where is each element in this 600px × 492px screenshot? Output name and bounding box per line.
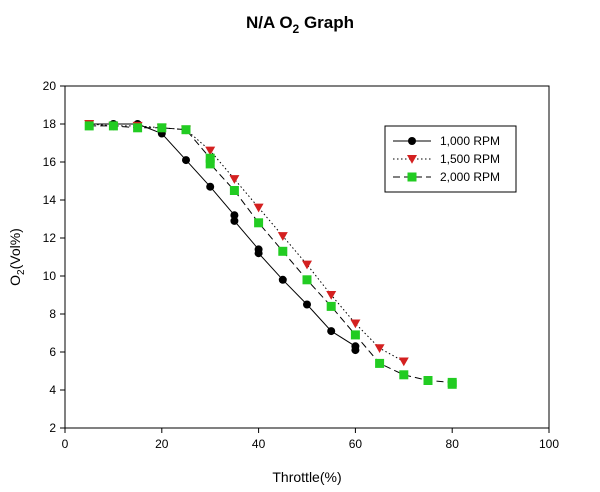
legend-entry: 1,000 RPM	[393, 134, 500, 148]
y-tick-label: 14	[43, 193, 57, 207]
legend-label: 2,000 RPM	[440, 170, 500, 184]
chart-title-subscript: 2	[293, 22, 300, 36]
y-axis-label-subscript: 2	[16, 269, 27, 275]
series-0	[85, 120, 360, 355]
data-point	[205, 159, 215, 169]
data-point	[326, 291, 337, 300]
data-point	[229, 186, 239, 195]
data-point	[133, 123, 143, 133]
data-point	[302, 260, 312, 270]
legend-marker	[408, 137, 416, 145]
data-point	[254, 218, 264, 228]
data-point	[229, 175, 240, 184]
legend-label: 1,000 RPM	[440, 134, 500, 148]
data-point	[230, 216, 239, 225]
data-point	[351, 346, 360, 355]
y-tick-label: 8	[49, 307, 56, 321]
data-point	[398, 357, 409, 367]
data-point	[205, 153, 215, 163]
y-tick-label: 6	[49, 345, 56, 359]
legend-items: 1,000 RPM 1,500 RPM 2,000 RPM	[393, 134, 500, 184]
y-tick-label: 20	[43, 79, 57, 93]
legend-entry: 2,000 RPM	[393, 170, 500, 184]
x-tick-label: 0	[62, 437, 69, 451]
data-point	[181, 125, 191, 135]
y-tick-label: 2	[49, 421, 56, 435]
data-point	[374, 344, 385, 353]
data-point	[350, 319, 361, 329]
y-tick-label: 18	[43, 117, 57, 131]
y-axis-label: O2(Vol%)	[7, 228, 27, 286]
chart-title: N/A O2 Graph	[246, 13, 354, 36]
data-point	[302, 275, 312, 285]
data-point	[375, 358, 385, 368]
y-axis-label-main: O	[7, 275, 23, 286]
data-point	[303, 300, 311, 309]
y-axis-label-suffix: (Vol%)	[7, 228, 23, 269]
y-tick-label: 4	[49, 383, 56, 397]
data-point	[327, 327, 336, 336]
legend: 1,000 RPM 1,500 RPM 2,000 RPM	[384, 125, 517, 193]
x-axis-label: Throttle(%)	[272, 469, 341, 485]
x-tick-label: 60	[349, 437, 363, 451]
data-point	[399, 370, 409, 380]
data-point	[230, 211, 239, 220]
data-point	[254, 249, 263, 258]
x-tick-label: 40	[252, 437, 266, 451]
data-point	[253, 203, 264, 213]
data-point	[182, 156, 190, 165]
x-tick-label: 100	[539, 437, 559, 451]
y-tick-label: 12	[43, 231, 57, 245]
data-point	[205, 146, 216, 156]
data-point	[157, 123, 167, 133]
y-tick-label: 10	[43, 269, 57, 283]
legend-entry: 1,500 RPM	[393, 152, 500, 166]
series-line	[89, 123, 356, 351]
data-point	[278, 246, 288, 256]
legend-box	[384, 125, 517, 193]
x-tick-label: 20	[155, 437, 169, 451]
series-layer	[84, 120, 457, 389]
series-1	[84, 120, 409, 367]
chart-title-suffix: Graph	[299, 13, 354, 32]
series-2	[84, 121, 457, 389]
axis-ticks: 0 20 40 60 80 100 2 4 6 8 10 12 14 16 18 20	[43, 79, 560, 451]
data-point	[423, 376, 433, 385]
plot-frame	[64, 85, 550, 429]
x-tick-label: 80	[446, 437, 460, 451]
data-point	[277, 232, 288, 241]
data-point	[447, 379, 457, 389]
data-point	[350, 330, 360, 340]
data-point	[206, 182, 215, 191]
legend-marker	[407, 155, 417, 164]
legend-label: 1,500 RPM	[440, 152, 500, 166]
legend-marker	[407, 172, 417, 182]
data-point	[84, 121, 94, 131]
y-tick-label: 16	[43, 155, 57, 169]
chart-title-main: N/A O	[246, 13, 293, 32]
data-point	[326, 301, 336, 311]
data-point	[278, 275, 287, 284]
data-point	[108, 121, 118, 131]
